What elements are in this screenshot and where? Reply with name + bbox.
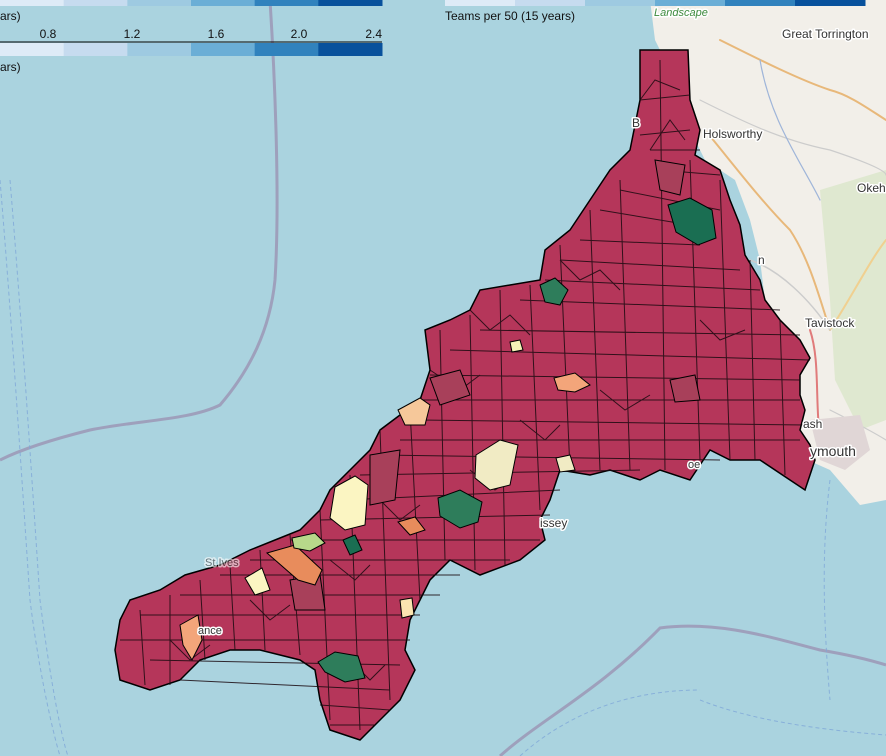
legend-right-swatch bbox=[445, 0, 516, 6]
label-ash: ash bbox=[803, 417, 822, 431]
highlight-parishes bbox=[179, 197, 717, 683]
label-holsworthy: Holsworthy bbox=[703, 127, 762, 141]
label-looe: oe bbox=[688, 459, 700, 471]
parish-orange-3 bbox=[397, 516, 426, 536]
legend-left-tick-label: 2.4 bbox=[365, 27, 382, 41]
label-penzance: ance bbox=[198, 625, 222, 637]
legend-right-swatch bbox=[795, 0, 866, 6]
legend-left-ticks: 0.8 1.2 1.6 2.0 2.4 bbox=[40, 27, 383, 41]
legend-left-bar-segment bbox=[191, 43, 256, 56]
dashed-lines bbox=[0, 179, 886, 756]
legend-left: ars) 0.8 1.2 1.6 2.0 2.4 ars) bbox=[0, 0, 383, 74]
legend-left-title-top: ars) bbox=[0, 9, 21, 23]
label-issey: issey bbox=[540, 516, 567, 530]
label-great-torrington: Great Torrington bbox=[782, 27, 869, 41]
parish-orange-1 bbox=[265, 544, 323, 586]
label-tavistock: Tavistock bbox=[805, 316, 855, 330]
legend-left-tick-label: 0.8 bbox=[40, 27, 57, 41]
legend-left-tick-label: 2.0 bbox=[291, 27, 308, 41]
parish-lightgreen bbox=[291, 532, 326, 552]
parish-green-central bbox=[437, 489, 483, 529]
parish-yellow-5 bbox=[399, 597, 415, 619]
legend-left-top-swatch bbox=[318, 0, 383, 6]
legend-left-bar-segment bbox=[63, 43, 128, 56]
parish-green-north bbox=[667, 197, 717, 246]
place-labels: Landscape Great Torrington Holsworthy Ok… bbox=[197, 6, 886, 639]
legend-right-swatch bbox=[515, 0, 586, 6]
label-plymouth: ymouth bbox=[810, 443, 856, 459]
legend-left-title-bottom: ars) bbox=[0, 60, 21, 74]
parish-green-west bbox=[539, 277, 569, 306]
parish-orange-4 bbox=[179, 614, 203, 662]
devon-land bbox=[650, 0, 886, 505]
legend-right-swatch bbox=[655, 0, 726, 6]
label-okeh: Okeh bbox=[857, 181, 886, 195]
label-landscape: Landscape bbox=[654, 7, 708, 19]
plymouth-urban bbox=[810, 415, 870, 470]
legend-right: Teams per 50 (15 years) bbox=[445, 0, 866, 23]
parish-orange-5 bbox=[397, 397, 431, 426]
legend-right-swatch bbox=[725, 0, 796, 6]
legend-left-bar-segment bbox=[127, 43, 192, 56]
legend-left-top-swatch bbox=[254, 0, 319, 6]
legend-left-top-swatch bbox=[0, 0, 65, 6]
parish-green-south bbox=[317, 651, 366, 683]
legend-left-tick-label: 1.6 bbox=[208, 27, 225, 41]
parish-green-small bbox=[342, 534, 363, 556]
parish-yellow-2 bbox=[474, 439, 519, 491]
parish-yellow-3 bbox=[244, 567, 271, 596]
legend-right-title: Teams per 50 (15 years) bbox=[445, 9, 575, 23]
label-st-ives: St Ives bbox=[205, 557, 239, 569]
parish-yellow-6 bbox=[509, 339, 524, 353]
parish-yellow-1 bbox=[329, 475, 369, 531]
legend-left-swatches-top bbox=[0, 0, 383, 6]
legend-left-tick-label: 1.2 bbox=[124, 27, 141, 41]
parish-yellow-4 bbox=[555, 454, 576, 473]
darker-parishes bbox=[289, 159, 701, 611]
legend-left-top-swatch bbox=[63, 0, 128, 6]
legend-right-swatches bbox=[445, 0, 866, 6]
legend-right-swatch bbox=[585, 0, 656, 6]
legend-left-bar bbox=[0, 43, 383, 56]
devon-park bbox=[820, 170, 886, 430]
legend-left-bar-segment bbox=[318, 43, 383, 56]
label-n: n bbox=[758, 253, 765, 267]
label-bude: B bbox=[632, 116, 640, 130]
parish-orange-2 bbox=[553, 372, 591, 393]
legend-left-bar-segment bbox=[254, 43, 319, 56]
legend-left-top-swatch bbox=[191, 0, 256, 6]
legend-left-bar-segment bbox=[0, 43, 65, 56]
legend-left-top-swatch bbox=[127, 0, 192, 6]
